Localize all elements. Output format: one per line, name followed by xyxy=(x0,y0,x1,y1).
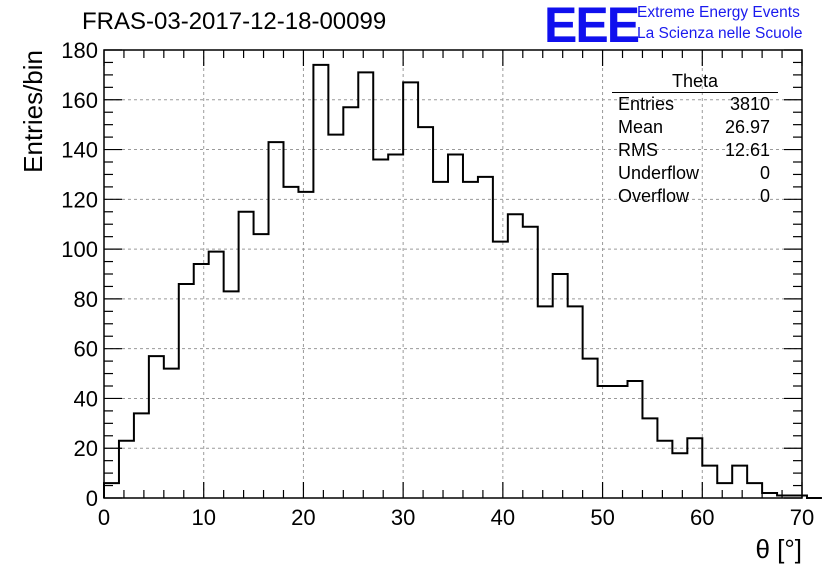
logo-caption-line1: Extreme Energy Events xyxy=(637,4,800,21)
eee-logo: EEE xyxy=(544,0,640,53)
stats-row-entries: Entries 3810 xyxy=(612,93,778,116)
y-tick-label: 180 xyxy=(61,38,98,63)
y-tick-label: 100 xyxy=(61,237,98,262)
y-tick-label: 40 xyxy=(74,386,98,411)
y-axis-label: Entries/bin xyxy=(18,50,48,173)
tick-labels: 0 10 20 30 40 50 60 70 0 20 40 60 80 100 120 140 160 180 xyxy=(61,38,814,530)
x-tick-label: 30 xyxy=(391,505,415,530)
stats-key: Mean xyxy=(618,117,664,137)
x-tick-label: 60 xyxy=(690,505,714,530)
y-tick-label: 160 xyxy=(61,88,98,113)
x-tick-label: 70 xyxy=(790,505,814,530)
stats-box: Theta Entries 3810 Mean 26.97 RMS 12.61 … xyxy=(612,70,778,208)
axis-ticks xyxy=(103,49,803,499)
x-tick-label: 40 xyxy=(491,505,515,530)
stats-key: Entries xyxy=(618,94,675,114)
stats-value: 3810 xyxy=(729,94,770,114)
histogram-outline xyxy=(103,63,822,499)
x-tick-label: 20 xyxy=(291,505,315,530)
stats-value: 12.61 xyxy=(724,140,770,160)
stats-row-rms: RMS 12.61 xyxy=(612,139,778,162)
stats-value: 0 xyxy=(759,186,770,206)
chart-title: FRAS-03-2017-12-18-00099 xyxy=(82,8,387,35)
stats-key: Underflow xyxy=(618,163,700,183)
y-tick-label: 60 xyxy=(74,337,98,362)
y-tick-label: 20 xyxy=(74,436,98,461)
stats-row-underflow: Underflow 0 xyxy=(612,162,778,185)
x-axis-label: θ [°] xyxy=(755,534,802,564)
x-tick-label: 0 xyxy=(98,505,110,530)
stats-row-mean: Mean 26.97 xyxy=(612,116,778,139)
stats-title: Theta xyxy=(612,70,778,93)
stats-value: 26.97 xyxy=(724,117,770,137)
logo-caption-line2: La Scienza nelle Scuole xyxy=(637,25,803,42)
y-tick-label: 80 xyxy=(74,287,98,312)
x-tick-label: 10 xyxy=(191,505,215,530)
y-tick-label: 0 xyxy=(86,486,98,511)
x-tick-label: 50 xyxy=(590,505,614,530)
grid-lines xyxy=(104,50,802,498)
y-tick-label: 120 xyxy=(61,187,98,212)
stats-value: 0 xyxy=(759,163,770,183)
stats-key: Overflow xyxy=(618,186,690,206)
stats-row-overflow: Overflow 0 xyxy=(612,185,778,208)
y-tick-label: 140 xyxy=(61,138,98,163)
stats-key: RMS xyxy=(618,140,658,160)
